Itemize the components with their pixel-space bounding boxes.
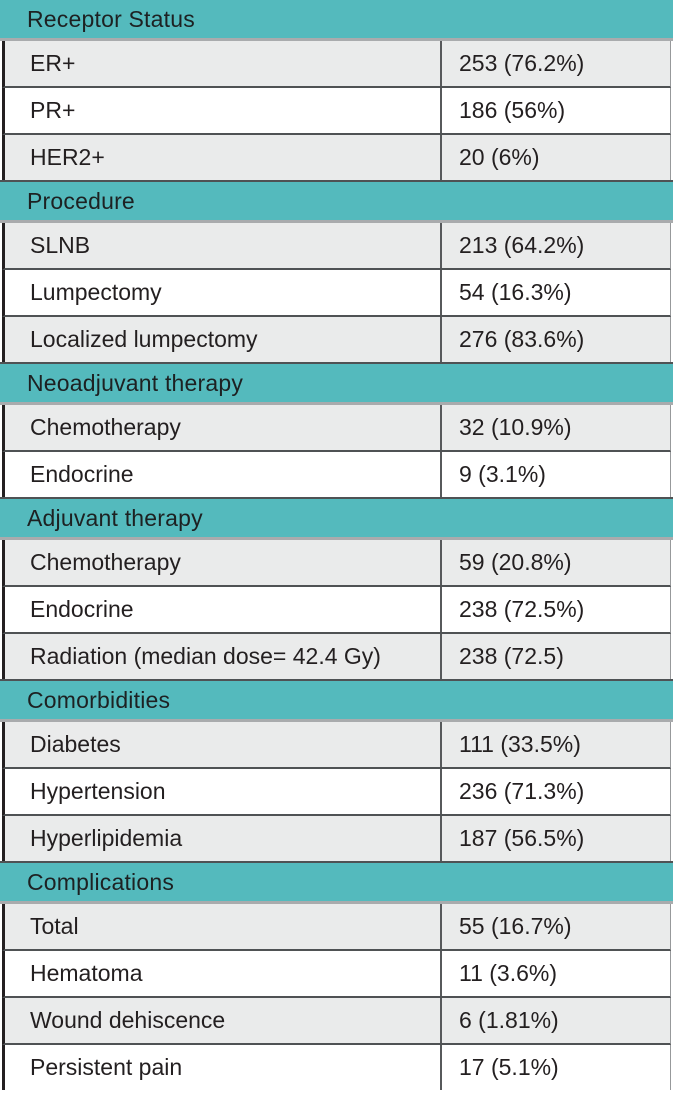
section-rows: ER+ 253 (76.2%) PR+ 186 (56%) HER2+ 20 (… [0,41,673,180]
section-title: Procedure [27,187,135,214]
row-label: Hyperlipidemia [5,816,442,861]
row-label: Endocrine [5,587,442,632]
section-title: Receptor Status [27,5,195,32]
table-section: Complications Total 55 (16.7%) Hematoma … [0,861,673,1090]
row-label: PR+ [5,88,442,133]
section-header: Adjuvant therapy [0,497,673,540]
table-row: Hypertension 236 (71.3%) [2,769,671,816]
table-section: Adjuvant therapy Chemotherapy 59 (20.8%)… [0,497,673,679]
section-rows: Chemotherapy 32 (10.9%) Endocrine 9 (3.1… [0,405,673,497]
row-value: 17 (5.1%) [459,1054,559,1080]
row-value: 253 (76.2%) [459,50,585,76]
row-value: 11 (3.6%) [459,960,558,986]
row-label: SLNB [5,223,442,268]
row-value: 187 (56.5%) [459,825,585,851]
row-label: Hypertension [5,769,442,814]
row-value: 20 (6%) [459,144,540,170]
table-row: Chemotherapy 32 (10.9%) [2,405,671,452]
row-label: Total [5,904,442,949]
row-value: 111 (33.5%) [459,731,581,757]
row-value: 238 (72.5) [459,643,564,669]
table-row: Diabetes 111 (33.5%) [2,722,671,769]
table-row: Lumpectomy 54 (16.3%) [2,270,671,317]
section-header: Comorbidities [0,679,673,722]
row-label: Radiation (median dose= 42.4 Gy) [5,634,442,679]
row-value: 6 (1.81%) [459,1007,559,1033]
table-row: Total 55 (16.7%) [2,904,671,951]
section-header: Neoadjuvant therapy [0,362,673,405]
section-header: Procedure [0,180,673,223]
section-rows: Diabetes 111 (33.5%) Hypertension 236 (7… [0,722,673,861]
row-label: Diabetes [5,722,442,767]
row-value: 54 (16.3%) [459,279,572,305]
row-label: Persistent pain [5,1045,442,1090]
row-label: Hematoma [5,951,442,996]
section-rows: Chemotherapy 59 (20.8%) Endocrine 238 (7… [0,540,673,679]
row-value: 186 (56%) [459,97,566,123]
row-label: Lumpectomy [5,270,442,315]
row-value: 276 (83.6%) [459,326,585,352]
section-rows: Total 55 (16.7%) Hematoma 11 (3.6%) Woun… [0,904,673,1090]
table-section: Comorbidities Diabetes 111 (33.5%) Hyper… [0,679,673,861]
row-value: 59 (20.8%) [459,549,572,575]
table-row: Chemotherapy 59 (20.8%) [2,540,671,587]
table-section: Receptor Status ER+ 253 (76.2%) PR+ 186 … [0,0,673,180]
table-row: Hematoma 11 (3.6%) [2,951,671,998]
table-row: Persistent pain 17 (5.1%) [2,1045,671,1090]
row-value: 238 (72.5%) [459,596,585,622]
table-row: SLNB 213 (64.2%) [2,223,671,270]
table-row: Wound dehiscence 6 (1.81%) [2,998,671,1045]
section-header: Receptor Status [0,0,673,41]
row-value: 55 (16.7%) [459,913,572,939]
row-label: ER+ [5,41,442,86]
table-row: ER+ 253 (76.2%) [2,41,671,88]
row-label: HER2+ [5,135,442,180]
row-label: Wound dehiscence [5,998,442,1043]
row-value: 213 (64.2%) [459,232,585,258]
table-row: Hyperlipidemia 187 (56.5%) [2,816,671,861]
section-rows: SLNB 213 (64.2%) Lumpectomy 54 (16.3%) L… [0,223,673,362]
row-value: 32 (10.9%) [459,414,572,440]
table-row: Endocrine 9 (3.1%) [2,452,671,497]
section-title: Complications [27,868,175,895]
table-row: HER2+ 20 (6%) [2,135,671,180]
table-row: Endocrine 238 (72.5%) [2,587,671,634]
row-label: Chemotherapy [5,405,442,450]
section-title: Adjuvant therapy [27,504,203,531]
row-value: 236 (71.3%) [459,778,585,804]
row-label: Endocrine [5,452,442,497]
table-row: Localized lumpectomy 276 (83.6%) [2,317,671,362]
section-title: Neoadjuvant therapy [27,369,244,396]
section-header: Complications [0,861,673,904]
patient-characteristics-table: Receptor Status ER+ 253 (76.2%) PR+ 186 … [0,0,673,1090]
row-value: 9 (3.1%) [459,461,546,487]
row-label: Localized lumpectomy [5,317,442,362]
table-section: Procedure SLNB 213 (64.2%) Lumpectomy 54… [0,180,673,362]
table-section: Neoadjuvant therapy Chemotherapy 32 (10.… [0,362,673,497]
row-label: Chemotherapy [5,540,442,585]
table-row: PR+ 186 (56%) [2,88,671,135]
section-title: Comorbidities [27,686,171,713]
table-row: Radiation (median dose= 42.4 Gy) 238 (72… [2,634,671,679]
